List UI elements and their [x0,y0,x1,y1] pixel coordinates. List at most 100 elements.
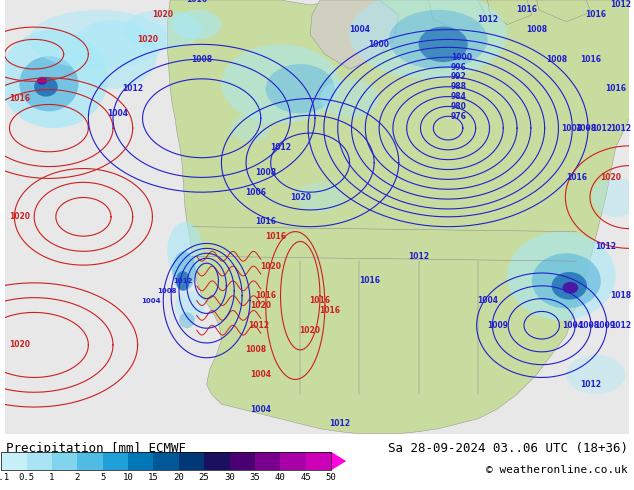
Ellipse shape [179,313,195,328]
Text: 1012: 1012 [610,0,631,9]
Text: 20: 20 [174,473,184,482]
Text: 1016: 1016 [256,217,276,226]
Text: 992: 992 [451,73,467,81]
Ellipse shape [562,282,578,294]
Text: 25: 25 [199,473,209,482]
Ellipse shape [172,10,221,39]
Text: 1009: 1009 [487,321,508,330]
Text: 1012: 1012 [477,15,498,24]
Ellipse shape [123,10,202,49]
Ellipse shape [418,26,468,62]
Text: 1020: 1020 [260,262,281,270]
Text: 1020: 1020 [290,193,311,201]
Text: 1000: 1000 [368,40,389,49]
Text: 1016: 1016 [186,0,207,4]
Text: 30: 30 [224,473,235,482]
Polygon shape [429,0,488,29]
Text: 15: 15 [148,473,158,482]
Text: 984: 984 [451,92,467,101]
Text: 1012: 1012 [610,123,631,133]
Text: 1012: 1012 [174,278,193,284]
Text: 1000: 1000 [451,52,472,62]
Text: 50: 50 [326,473,336,482]
Text: 1012: 1012 [408,252,429,261]
Text: 1004: 1004 [349,25,370,34]
Text: 1008: 1008 [158,288,177,294]
Text: 1012: 1012 [610,321,631,330]
Ellipse shape [221,45,340,123]
Text: 1004: 1004 [562,123,583,133]
Text: 1016: 1016 [9,94,30,103]
Text: 1020: 1020 [250,301,271,310]
Text: 1006: 1006 [245,188,266,196]
Text: 1008: 1008 [546,54,567,64]
Text: 988: 988 [451,82,467,91]
Text: 1008: 1008 [575,123,597,133]
Polygon shape [167,0,630,434]
Ellipse shape [20,56,79,111]
Text: 1020: 1020 [137,35,158,44]
Text: 996: 996 [451,63,467,72]
Text: 1008: 1008 [578,321,599,330]
Text: © weatheronline.co.uk: © weatheronline.co.uk [486,465,628,475]
Ellipse shape [37,77,47,85]
Polygon shape [310,0,399,69]
Ellipse shape [266,64,335,113]
Text: 1009: 1009 [594,321,615,330]
Text: 0.1: 0.1 [0,473,10,482]
Text: 1016: 1016 [581,54,602,64]
Text: 976: 976 [451,112,467,121]
Text: 1004: 1004 [477,296,498,305]
Text: 2: 2 [75,473,80,482]
Text: 1020: 1020 [600,173,621,182]
Ellipse shape [175,291,205,320]
Text: 1016: 1016 [359,276,380,285]
Text: 1012: 1012 [581,380,602,389]
Ellipse shape [349,0,507,79]
Ellipse shape [552,272,587,299]
Ellipse shape [231,113,271,143]
Text: 1016: 1016 [320,306,340,315]
Ellipse shape [295,182,345,212]
Ellipse shape [176,271,190,291]
Text: 1020: 1020 [9,212,30,221]
Text: 1012: 1012 [595,242,616,251]
Text: 1008: 1008 [191,54,212,64]
Text: 1016: 1016 [517,5,538,14]
Text: 1012: 1012 [591,123,612,133]
Text: 980: 980 [451,102,467,111]
Ellipse shape [167,222,203,281]
Text: Sa 28-09-2024 03..06 UTC (18+36): Sa 28-09-2024 03..06 UTC (18+36) [387,442,628,455]
Text: 1012: 1012 [122,84,143,93]
Text: 1004: 1004 [250,370,271,379]
Ellipse shape [320,79,379,118]
Text: 1016: 1016 [265,232,286,241]
Text: 1012: 1012 [270,144,291,152]
Text: 1016: 1016 [256,291,276,300]
Ellipse shape [591,177,634,217]
Text: 1004: 1004 [562,321,583,330]
Ellipse shape [172,251,196,291]
Text: 1016: 1016 [566,173,586,182]
Text: 1008: 1008 [526,25,547,34]
Text: 1018: 1018 [610,291,631,300]
Ellipse shape [29,10,167,69]
Text: 5: 5 [100,473,105,482]
Text: 1016: 1016 [605,84,626,93]
Ellipse shape [389,10,488,69]
Ellipse shape [507,232,616,320]
Text: 45: 45 [301,473,311,482]
Polygon shape [537,0,591,22]
Text: 1004: 1004 [107,109,129,118]
Polygon shape [488,0,532,24]
Ellipse shape [34,77,58,97]
Ellipse shape [566,355,626,394]
Text: 1020: 1020 [300,326,321,335]
Ellipse shape [68,20,157,89]
Text: 1: 1 [49,473,55,482]
Text: Precipitation [mm] ECMWF: Precipitation [mm] ECMWF [6,442,186,455]
Text: 1016: 1016 [585,10,606,19]
Text: 10: 10 [123,473,133,482]
Text: 35: 35 [250,473,260,482]
Text: 1016: 1016 [309,296,330,305]
